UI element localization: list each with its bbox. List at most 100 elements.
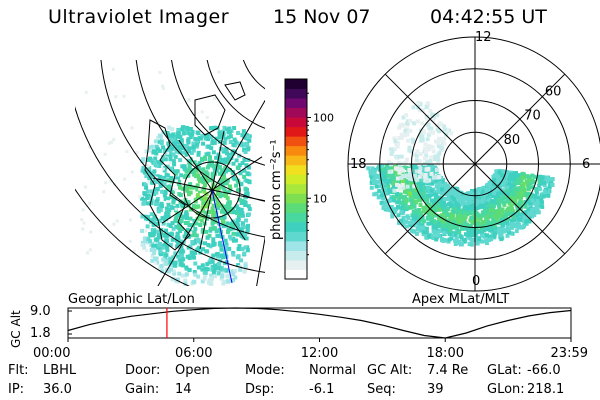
geo-pixel (162, 243, 167, 248)
apex-pixel (414, 191, 419, 196)
geo-pixel (211, 203, 216, 208)
geo-speckle (138, 195, 142, 199)
apex-pixel (497, 203, 502, 208)
apex-pixel (470, 233, 475, 238)
geo-pixel (196, 165, 201, 170)
geo-pixel (179, 173, 184, 178)
apex-pixel (510, 195, 515, 200)
apex-speckle (407, 148, 412, 153)
apex-pixel (540, 200, 544, 205)
geo-pixel (196, 173, 201, 178)
apex-pixel (511, 215, 516, 220)
apex-pixel (441, 238, 446, 243)
apex-pixel (520, 175, 525, 180)
geo-pixel (157, 164, 162, 168)
geo-pixel (186, 158, 191, 162)
geo-pixel (172, 271, 177, 276)
apex-speckle (396, 154, 401, 159)
geo-pixel (200, 134, 205, 139)
apex-pixel (524, 215, 529, 220)
geo-pixel (154, 151, 159, 156)
apex-pixel (380, 164, 385, 169)
apex-pixel (388, 166, 393, 171)
geo-pixel (205, 165, 210, 170)
colorbar-frame (284, 78, 308, 280)
apex-pixel (531, 180, 536, 185)
apex-pixel (452, 219, 457, 224)
apex-pixel (454, 209, 459, 214)
geo-pixel (185, 125, 190, 130)
apex-pixel (414, 231, 419, 236)
apex-speckle (402, 132, 407, 137)
apex-pixel (522, 190, 527, 194)
apex-pixel (413, 188, 418, 193)
apex-pixel (401, 222, 406, 227)
geo-pixel (177, 182, 182, 187)
geo-pixel (196, 176, 201, 181)
apex-pixel (459, 237, 464, 242)
apex-pixel (437, 181, 442, 186)
geo-pixel (231, 161, 236, 166)
apex-pixel (410, 229, 415, 233)
apex-pixel (526, 183, 530, 188)
apex-pixel (468, 191, 473, 195)
apex-pixel (509, 204, 514, 209)
apex-speckle (404, 113, 409, 118)
time-label: 04:42:55 UT (430, 6, 547, 28)
apex-pixel (527, 219, 532, 224)
geo-pixel (215, 251, 220, 256)
apex-pixel (480, 189, 485, 194)
apex-speckle (418, 152, 423, 157)
apex-pixel (382, 167, 387, 172)
apex-pixel (459, 218, 464, 223)
geo-pixel (200, 267, 205, 272)
geo-pixel (150, 189, 154, 194)
apex-pixel (495, 217, 500, 222)
apex-pixel (374, 184, 379, 189)
geo-pixel (173, 260, 178, 265)
geo-pixel (236, 210, 241, 215)
geo-speckle (122, 94, 126, 98)
apex-pixel (506, 191, 511, 196)
geo-pixel (210, 221, 215, 226)
apex-pixel (528, 195, 533, 200)
geo-pixel (178, 262, 183, 267)
timeline-xtick-label: 23:59 (551, 346, 588, 361)
geo-pixel (219, 209, 224, 214)
geo-pixel (189, 151, 194, 155)
geo-pixel (210, 139, 215, 144)
apex-pixel (425, 230, 429, 235)
colorbar-swatch (285, 193, 307, 204)
apex-pixel (540, 204, 545, 209)
geo-pixel (202, 276, 207, 281)
info-label: Flt: (8, 363, 29, 378)
geo-pixel (151, 222, 156, 227)
apex-pixel (532, 174, 537, 179)
apex-pixel (418, 185, 423, 190)
apex-speckle (437, 136, 441, 141)
geo-pixel (218, 179, 223, 184)
geo-pixel (197, 245, 202, 250)
geo-pixel (146, 237, 151, 242)
info-label: IP: (8, 382, 24, 397)
geo-pixel (170, 221, 175, 225)
apex-pixel (484, 227, 489, 232)
geo-pixel (142, 191, 147, 196)
info-label: Gain: (125, 382, 159, 397)
geo-pixel (219, 203, 224, 208)
geographic-map-panel (75, 60, 265, 286)
geo-pixel (209, 281, 214, 286)
apex-mlt-spoke (384, 163, 476, 255)
apex-pixel (404, 199, 409, 203)
geo-pixel (196, 131, 201, 136)
apex-pixel (535, 195, 540, 200)
geo-pixel (216, 271, 221, 276)
geo-speckle (217, 70, 221, 74)
geo-pixel (222, 279, 227, 284)
apex-pixel (453, 200, 458, 205)
geo-pixel (185, 216, 189, 221)
geo-pixel (187, 168, 191, 173)
apex-speckle (425, 116, 429, 121)
apex-pixel (429, 192, 434, 197)
apex-pixel (516, 180, 521, 185)
